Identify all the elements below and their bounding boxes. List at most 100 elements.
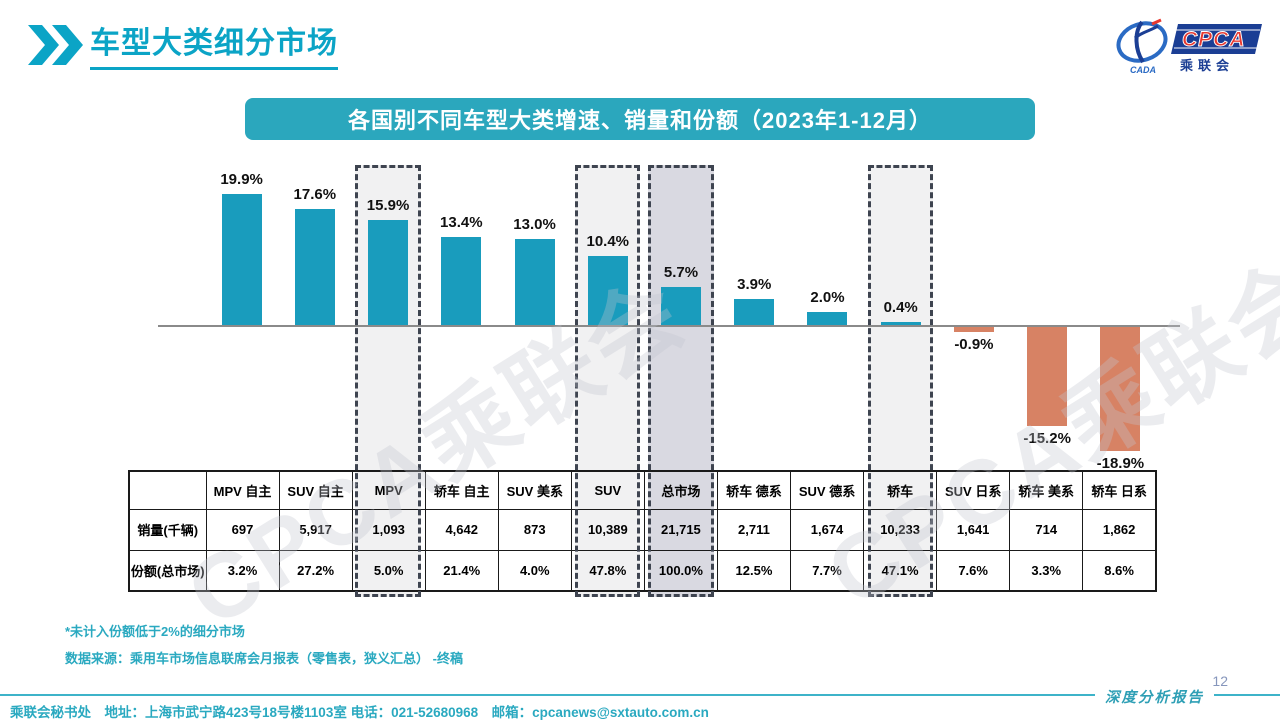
bar-value-label: 15.9% [366,197,410,215]
chart-baseline [158,325,1180,327]
bar-MPV 自主 [221,193,262,325]
table-cell: 12.5% [716,549,792,592]
bar-value-label: -15.2% [1023,430,1071,448]
table-cell: 1,093 [351,508,426,551]
chart-and-table: 19.9% 17.6% 15.9% 13.4% 13.0% 10.4% 5.7% 3.9% 2.… [128,165,1180,597]
cpca-label: CPCA [1182,28,1246,51]
chart-column-轿车 美系: -15.2% [1011,165,1084,470]
table-cell: 4,642 [424,508,499,551]
bar-轿车 [880,322,921,325]
chart-column-SUV 德系: 2.0% [791,165,864,470]
report-type-label: 深度分析报告 [1095,686,1214,707]
cn-label: 乘联会 [1179,58,1234,73]
table-column-header: SUV 自主 [278,470,353,510]
bar-chart: 19.9% 17.6% 15.9% 13.4% 13.0% 10.4% 5.7% 3.9% 2.… [205,165,1157,472]
table-cell: 5.0% [351,549,426,592]
table-cell: 697 [205,508,280,551]
table-cell: 21.4% [424,549,499,592]
footer-contact: 乘联会秘书处 地址：上海市武宁路423号18号楼1103室 电话：021-526… [10,705,709,720]
table-column-header: MPV [351,470,426,510]
table-corner-cell [128,470,207,510]
footnote-source: 数据来源：乘用车市场信息联席会月报表（零售表，狭义汇总） -终稿 [65,651,463,666]
bar-value-label: 13.0% [513,216,556,234]
double-chevron-icon [28,25,83,65]
chart-column-轿车 自主: 13.4% [425,165,498,470]
table-column-header: 总市场 [643,470,718,510]
chart-column-轿车 德系: 3.9% [718,165,791,470]
table-cell: 1,641 [936,508,1011,551]
table-cell: 7.6% [936,549,1011,592]
table-column-header: 轿车 德系 [716,470,792,510]
bar-MPV [368,220,409,325]
table-cell: 100.0% [643,549,718,592]
bar-value-label: -0.9% [954,335,994,353]
bar-value-label: 3.9% [737,276,772,294]
table-column-header: 轿车 自主 [424,470,499,510]
bar-value-label: 2.0% [810,288,845,306]
footnote-exclusion: *未计入份额低于2%的细分市场 [65,624,245,639]
table-cell: 4.0% [497,549,572,592]
bar-轿车 日系 [1100,326,1141,451]
bar-SUV 自主 [294,208,335,325]
bar-value-label: 5.7% [663,264,699,282]
chart-column-轿车: 0.4% [864,165,937,470]
table-cell: 8.6% [1082,549,1157,592]
bar-SUV 德系 [807,311,848,325]
chart-column-SUV: 10.4% [571,165,644,470]
table-cell: 3.3% [1009,549,1084,592]
bar-value-label: 19.9% [220,170,263,188]
table-row: 销量(千辆) 697 5,917 1,093 4,642 873 10,389 21,715 2… [128,508,1157,551]
table-cell: 10,233 [863,508,938,551]
chart-column-SUV 自主: 17.6% [278,165,351,470]
highlight-border-总市场 [648,165,714,597]
highlight-border-轿车 [868,165,934,597]
table-column-header: SUV 德系 [789,470,865,510]
table-cell: 47.8% [570,549,645,592]
bar-SUV 美系 [514,239,555,325]
table-cell: 7.7% [789,549,865,592]
bar-value-label: 13.4% [440,213,483,231]
highlight-border-MPV [355,165,421,597]
table-cell: 714 [1009,508,1084,551]
table-column-header: MPV 自主 [205,470,280,510]
header: 车型大类细分市场 [28,24,338,70]
page-number: 12 [1212,673,1228,689]
highlight-border-SUV [575,165,641,597]
table-row-label: 份额(总市场) [128,549,207,592]
chart-column-MPV: 15.9% [351,165,424,470]
bar-value-label: -18.9% [1096,454,1145,472]
table-cell: 5,917 [278,508,353,551]
table-cell: 1,862 [1082,508,1157,551]
footer-divider [0,694,1280,696]
cpca-logo: CADA CPCA 乘联会 [1116,18,1262,75]
table-column-header: 轿车 [863,470,938,510]
bar-value-label: 10.4% [586,233,630,251]
table-column-header: 轿车 日系 [1082,470,1157,510]
table-column-header: SUV 日系 [936,470,1011,510]
table-cell: 3.2% [205,549,280,592]
bar-SUV [587,256,628,325]
table-cell: 21,715 [643,508,718,551]
table-cell: 2,711 [716,508,792,551]
bar-value-label: 17.6% [293,185,337,203]
chart-column-SUV 美系: 13.0% [498,165,571,470]
bar-value-label: 0.4% [883,299,918,317]
bar-轿车 德系 [734,299,775,325]
chart-column-轿车 日系: -18.9% [1084,165,1157,472]
table-cell: 1,674 [789,508,865,551]
bar-轿车 自主 [441,236,482,325]
bar-SUV 日系 [953,326,994,332]
table-column-header: SUV [570,470,645,510]
chart-column-总市场: 5.7% [644,165,717,470]
bar-总市场 [660,287,701,325]
page-title: 车型大类细分市场 [90,24,338,70]
data-table: MPV 自主 SUV 自主 MPV 轿车 自主 SUV 美系 SUV 总市场 轿车 德系 SUV… [128,470,1157,592]
cada-label: CADA [1130,65,1156,75]
table-row: 份额(总市场) 3.2% 27.2% 5.0% 21.4% 4.0% 47.8% 100.0%… [128,549,1157,592]
chart-column-SUV 日系: -0.9% [937,165,1010,470]
table-cell: 873 [497,508,572,551]
table-row-label: 销量(千辆) [128,508,207,551]
table-cell: 47.1% [863,549,938,592]
bar-轿车 美系 [1027,326,1068,427]
